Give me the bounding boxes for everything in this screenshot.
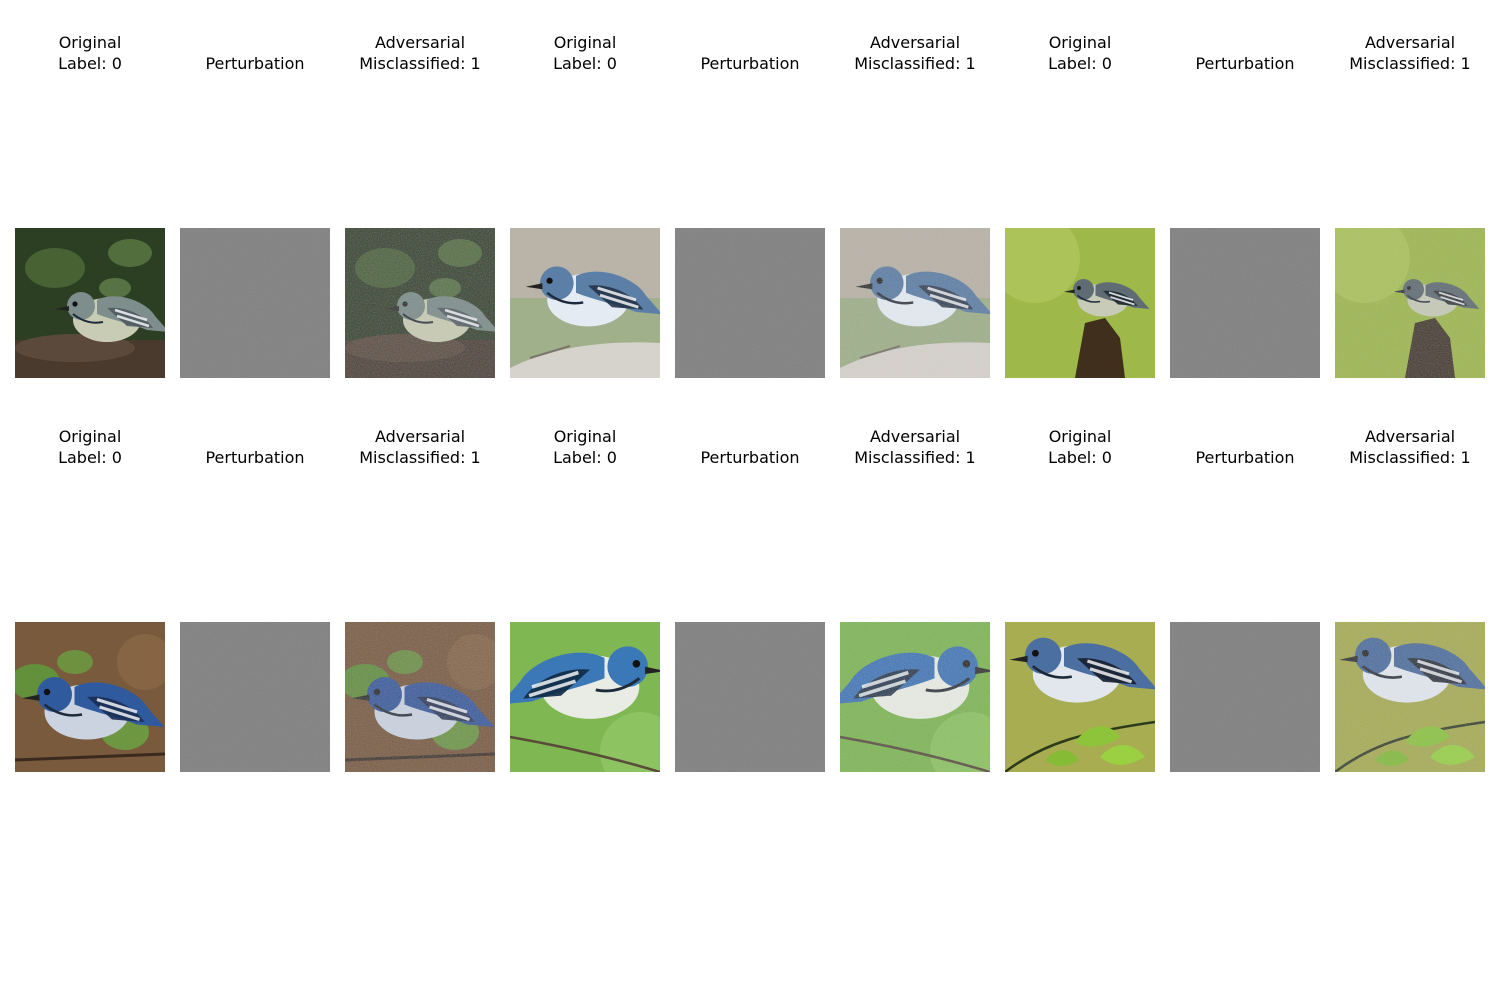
adversarial-bird-image-svg [1335,228,1485,378]
bird-image [1005,228,1155,378]
panel-title: Original Label: 0 [58,427,122,467]
perturbation-noise-image-svg [1170,228,1320,378]
perturbation-noise-image [675,622,825,772]
panel-title: Adversarial Misclassified: 1 [1349,33,1471,73]
bird-image-svg [1005,228,1155,378]
bird-image-svg [510,228,660,378]
panel-title: Perturbation [1195,54,1295,73]
adversarial-bird-image [840,622,990,772]
adversarial-bird-image-svg [1335,622,1485,772]
panel-title: Original Label: 0 [1048,427,1112,467]
panel-title: Adversarial Misclassified: 1 [854,33,976,73]
panel-title: Original Label: 0 [58,33,122,73]
panel-title: Perturbation [700,54,800,73]
adversarial-bird-image-svg [840,228,990,378]
perturbation-noise-image [1170,622,1320,772]
bird-image-svg [15,228,165,378]
panel-title: Adversarial Misclassified: 1 [359,427,481,467]
bird-image [1005,622,1155,772]
bird-image-svg [15,622,165,772]
perturbation-noise-image [1170,228,1320,378]
bird-image [510,622,660,772]
panel-title: Original Label: 0 [553,427,617,467]
adversarial-bird-image-svg [345,622,495,772]
perturbation-noise-image-svg [675,228,825,378]
panel-title: Adversarial Misclassified: 1 [1349,427,1471,467]
adversarial-bird-image [1335,622,1485,772]
bird-image [510,228,660,378]
adversarial-bird-image [345,228,495,378]
panel-title: Perturbation [1195,448,1295,467]
adversarial-bird-image-svg [345,228,495,378]
panel-title: Adversarial Misclassified: 1 [854,427,976,467]
perturbation-noise-image-svg [1170,622,1320,772]
perturbation-noise-image-svg [180,228,330,378]
perturbation-noise-image [675,228,825,378]
panel-title: Original Label: 0 [1048,33,1112,73]
bird-image-svg [1005,622,1155,772]
bird-image-svg [510,622,660,772]
bird-image [15,228,165,378]
adversarial-bird-image [345,622,495,772]
adversarial-bird-image-svg [840,622,990,772]
panel-title: Perturbation [700,448,800,467]
perturbation-noise-image [180,228,330,378]
adversarial-bird-image [840,228,990,378]
perturbation-noise-image [180,622,330,772]
panel-title: Adversarial Misclassified: 1 [359,33,481,73]
panel-title: Perturbation [205,448,305,467]
adversarial-bird-image [1335,228,1485,378]
panel-title: Original Label: 0 [553,33,617,73]
bird-image [15,622,165,772]
perturbation-noise-image-svg [675,622,825,772]
perturbation-noise-image-svg [180,622,330,772]
panel-title: Perturbation [205,54,305,73]
